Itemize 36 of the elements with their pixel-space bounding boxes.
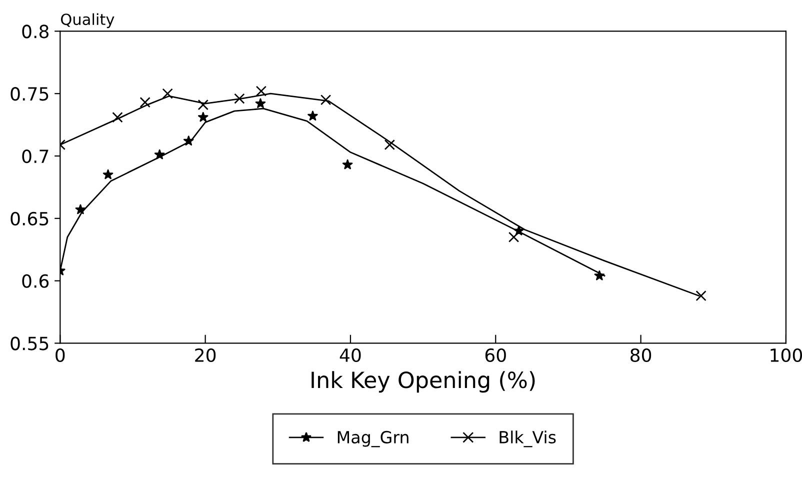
x-tick-label: 100	[770, 348, 802, 362]
y-tick-label: 0.55	[10, 336, 48, 350]
point	[308, 110, 318, 121]
y-tick-label: 0.75	[10, 87, 48, 101]
point	[154, 149, 165, 160]
y-tick-label: 0.65	[10, 212, 48, 226]
point	[320, 94, 332, 106]
point	[198, 99, 208, 110]
point	[183, 136, 194, 146]
y-tick-label: 0.8	[22, 24, 48, 38]
point	[696, 290, 706, 302]
x-tick-label: 60	[485, 348, 506, 362]
y-tick-label: 0.7	[22, 149, 48, 164]
point	[234, 93, 245, 104]
x-tick-label: 40	[340, 348, 361, 362]
x-tick-label: 80	[630, 348, 652, 362]
point	[198, 112, 208, 122]
x-tick-label: 0	[56, 348, 65, 362]
x-tick-label: 20	[195, 348, 216, 362]
point	[514, 226, 524, 236]
point	[140, 96, 150, 108]
point	[255, 98, 266, 108]
point	[102, 169, 114, 180]
x-axis-title: Ink Key Opening (%)	[312, 371, 535, 393]
point	[256, 86, 267, 96]
point	[112, 112, 123, 123]
point	[342, 159, 353, 170]
legend-label: Mag_Grn	[338, 430, 408, 448]
legend-label: Blk_Vis	[500, 430, 556, 448]
point	[594, 270, 605, 280]
point	[75, 204, 86, 214]
y-axis-title: Quality	[61, 13, 114, 28]
point	[508, 232, 520, 242]
y-tick-label: 0.6	[22, 274, 49, 288]
point	[162, 88, 173, 99]
point	[384, 139, 396, 150]
